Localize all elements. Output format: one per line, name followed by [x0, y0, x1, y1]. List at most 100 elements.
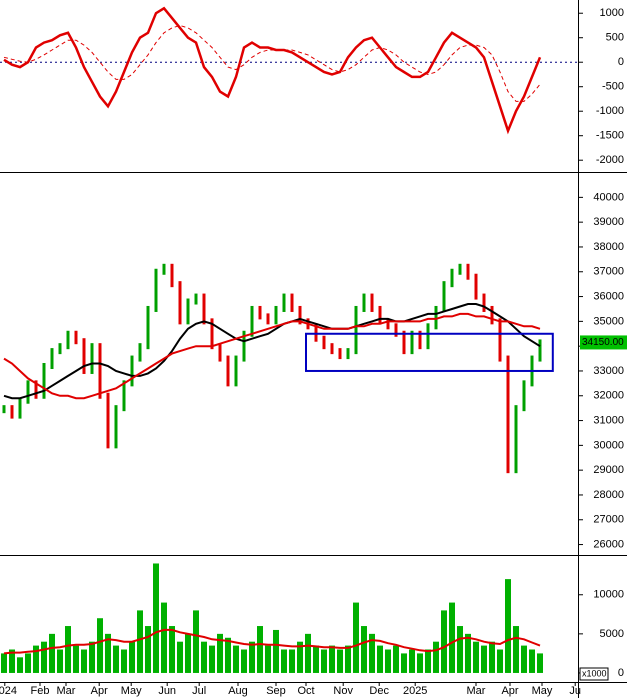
price-bar — [474, 273, 478, 300]
y-tick-label: 27000 — [593, 514, 624, 526]
volume-bar — [385, 649, 391, 673]
volume-bar — [25, 653, 31, 673]
price-bar — [74, 330, 78, 345]
price-bar — [266, 313, 270, 325]
price-bar — [418, 330, 422, 350]
y-tick-label: -2000 — [596, 154, 624, 166]
volume-bar — [393, 645, 399, 673]
volume-bar — [105, 633, 111, 673]
x-tick-label: 2025 — [403, 685, 427, 697]
price-bar — [218, 343, 222, 362]
volume-bar — [313, 645, 319, 673]
price-bar — [274, 305, 278, 325]
y-tick-label: 29000 — [593, 464, 624, 476]
volume-bar — [369, 633, 375, 673]
y-tick-label: 10000 — [593, 589, 624, 601]
price-bar — [354, 305, 358, 355]
price-bar — [42, 363, 46, 399]
volume-bar — [65, 626, 71, 673]
volume-bar — [449, 602, 455, 673]
price-bar — [346, 348, 350, 360]
y-tick-label: 1000 — [600, 7, 624, 19]
volume-bar — [89, 641, 95, 673]
price-bar — [410, 330, 414, 355]
x-tick-label: Nov — [333, 685, 353, 697]
price-bar — [330, 343, 334, 355]
x-tick-label: Dec — [369, 685, 389, 697]
x-tick-label: Mar — [467, 685, 486, 697]
volume-bar — [441, 610, 447, 673]
series-line — [3, 6, 542, 135]
price-bar — [522, 380, 526, 412]
price-bar — [18, 397, 22, 419]
volume-bar — [401, 653, 407, 673]
price-bar — [50, 348, 54, 369]
price-bar — [154, 268, 158, 312]
volume-bar — [481, 645, 487, 673]
x-tick-label: May — [532, 685, 553, 697]
price-bar — [114, 405, 118, 449]
y-tick-label: 0 — [618, 667, 624, 679]
volume-bar — [57, 649, 63, 673]
volume-bar — [521, 645, 527, 673]
volume-bar — [513, 626, 519, 673]
price-bar — [82, 338, 86, 374]
x-tick-label: Apr — [501, 685, 518, 697]
price-bar — [506, 355, 510, 474]
volume-bar — [353, 602, 359, 673]
volume-bar — [201, 641, 207, 673]
volume-bar — [297, 641, 303, 673]
y-tick-label: 32000 — [593, 390, 624, 402]
price-bar — [98, 343, 102, 399]
price-bar — [210, 318, 214, 350]
price-bar — [178, 281, 182, 325]
volume-bar — [209, 645, 215, 673]
annotation-box — [305, 332, 554, 372]
volume-bar — [169, 626, 175, 673]
volume-bar — [81, 649, 87, 673]
volume-bar — [281, 649, 287, 673]
price-bar — [386, 318, 390, 330]
price-bar — [482, 293, 486, 312]
volume-bar — [145, 626, 151, 673]
price-bar — [370, 293, 374, 312]
x-tick-label: Mar — [57, 685, 76, 697]
volume-bar — [417, 653, 423, 673]
volume-bar — [97, 618, 103, 673]
price-bar — [202, 293, 206, 325]
y-tick-label: 35000 — [593, 315, 624, 327]
volume-bar — [233, 645, 239, 673]
volume-bar — [537, 653, 543, 673]
volume-bar — [529, 649, 535, 673]
price-bar — [314, 323, 318, 342]
volume-bar — [73, 645, 79, 673]
y-tick-label: 30000 — [593, 439, 624, 451]
price-bar — [514, 405, 518, 474]
price-bar — [26, 380, 30, 404]
volume-bar — [33, 645, 39, 673]
x-tick-label: Feb — [31, 685, 50, 697]
price-bar — [10, 405, 14, 419]
price-bar — [362, 293, 366, 312]
x-tick-label: Jun — [158, 685, 176, 697]
y-tick-label: 37000 — [593, 266, 624, 278]
volume-bar — [425, 649, 431, 673]
price-bar — [122, 380, 126, 412]
y-tick-label: 31000 — [593, 414, 624, 426]
price-bar — [106, 392, 110, 449]
volume-bar — [273, 629, 279, 673]
price-bar — [322, 335, 326, 350]
unit-box — [579, 667, 609, 681]
volume-bar — [377, 645, 383, 673]
price-bar — [34, 380, 38, 399]
y-tick-label: 40000 — [593, 191, 624, 203]
volume-bar — [457, 626, 463, 673]
price-bar — [194, 293, 198, 305]
y-tick-label: -500 — [602, 81, 624, 93]
y-tick-label: 36000 — [593, 290, 624, 302]
y-tick-label: 0 — [618, 56, 624, 68]
volume-bar — [193, 610, 199, 673]
series-line — [3, 303, 541, 400]
price-bar — [242, 330, 246, 362]
volume-bar — [17, 657, 23, 673]
